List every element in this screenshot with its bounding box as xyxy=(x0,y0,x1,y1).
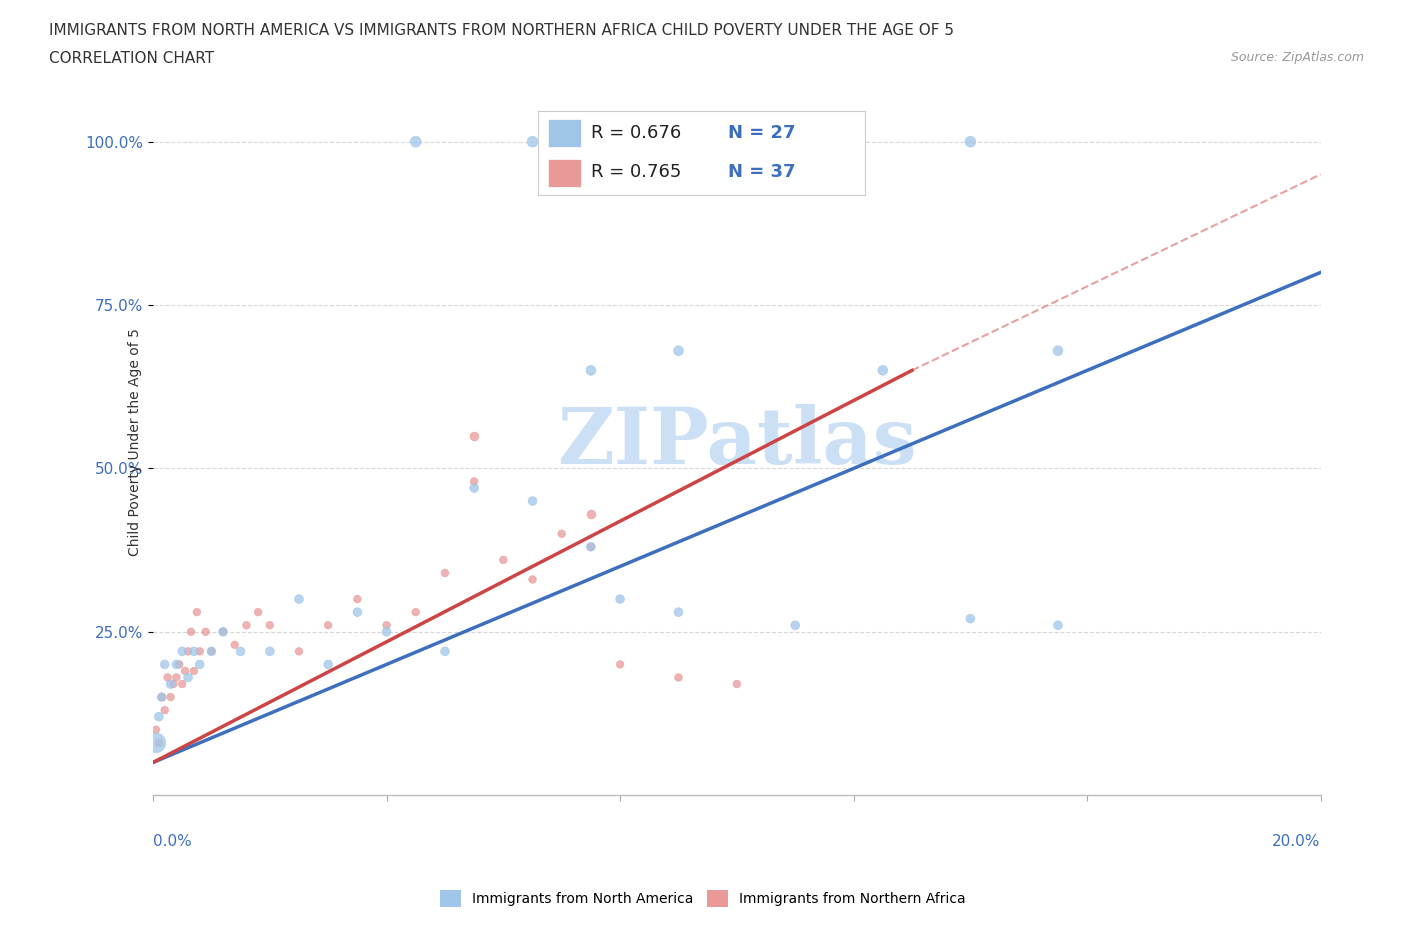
Point xyxy=(194,624,217,639)
Point xyxy=(668,343,690,358)
Text: 20.0%: 20.0% xyxy=(1272,834,1320,849)
Point xyxy=(579,539,602,554)
Point xyxy=(159,690,181,705)
Point xyxy=(259,618,281,632)
Point xyxy=(522,494,544,509)
Point xyxy=(180,624,202,639)
Point xyxy=(156,670,179,684)
Point xyxy=(186,604,208,619)
Point xyxy=(522,134,544,149)
Point xyxy=(172,677,194,692)
Point xyxy=(177,644,200,658)
Point xyxy=(288,591,311,606)
Point xyxy=(725,134,748,149)
Point xyxy=(183,663,205,678)
Point xyxy=(165,670,187,684)
Text: IMMIGRANTS FROM NORTH AMERICA VS IMMIGRANTS FROM NORTHERN AFRICA CHILD POVERTY U: IMMIGRANTS FROM NORTH AMERICA VS IMMIGRA… xyxy=(49,23,955,38)
Point xyxy=(1046,618,1069,632)
Point xyxy=(183,644,205,658)
Point xyxy=(150,690,173,705)
Y-axis label: Child Poverty Under the Age of 5: Child Poverty Under the Age of 5 xyxy=(128,328,142,556)
Point xyxy=(375,618,398,632)
Point xyxy=(492,552,515,567)
Point xyxy=(177,670,200,684)
Point xyxy=(463,481,485,496)
Point xyxy=(316,657,339,671)
Point xyxy=(159,677,181,692)
Point xyxy=(463,429,485,444)
Point xyxy=(200,644,222,658)
Point xyxy=(785,618,807,632)
Point xyxy=(609,657,631,671)
Point xyxy=(725,677,748,692)
Point xyxy=(872,363,894,378)
Point xyxy=(316,618,339,632)
Point xyxy=(188,657,211,671)
Point xyxy=(668,604,690,619)
Point xyxy=(579,539,602,554)
Point xyxy=(463,474,485,489)
Point xyxy=(609,591,631,606)
Point xyxy=(579,363,602,378)
Point xyxy=(148,736,170,751)
Point xyxy=(145,723,167,737)
Point xyxy=(959,611,981,626)
Point xyxy=(229,644,252,658)
Point xyxy=(172,644,194,658)
Text: CORRELATION CHART: CORRELATION CHART xyxy=(49,51,214,66)
Point xyxy=(200,644,222,658)
Point xyxy=(346,604,368,619)
Point xyxy=(150,690,173,705)
Point xyxy=(165,657,187,671)
Point xyxy=(522,572,544,587)
Point xyxy=(188,644,211,658)
Point xyxy=(145,736,167,751)
Point xyxy=(579,507,602,522)
Point xyxy=(259,644,281,658)
Point xyxy=(162,677,184,692)
Point xyxy=(224,637,246,652)
Point xyxy=(148,710,170,724)
Legend: Immigrants from North America, Immigrants from Northern Africa: Immigrants from North America, Immigrant… xyxy=(433,883,973,914)
Point xyxy=(405,134,427,149)
Point xyxy=(153,703,176,718)
Point xyxy=(668,670,690,684)
Point xyxy=(433,644,456,658)
Point xyxy=(551,526,574,541)
Point xyxy=(959,134,981,149)
Point xyxy=(405,604,427,619)
Point xyxy=(346,591,368,606)
Point xyxy=(153,657,176,671)
Text: 0.0%: 0.0% xyxy=(153,834,191,849)
Point xyxy=(235,618,257,632)
Point xyxy=(375,624,398,639)
Text: ZIPatlas: ZIPatlas xyxy=(557,405,917,480)
Point xyxy=(433,565,456,580)
Point xyxy=(212,624,235,639)
Point xyxy=(174,663,197,678)
Point xyxy=(169,657,191,671)
Point xyxy=(1046,343,1069,358)
Point xyxy=(247,604,270,619)
Point xyxy=(212,624,235,639)
Point xyxy=(288,644,311,658)
Text: Source: ZipAtlas.com: Source: ZipAtlas.com xyxy=(1230,51,1364,64)
